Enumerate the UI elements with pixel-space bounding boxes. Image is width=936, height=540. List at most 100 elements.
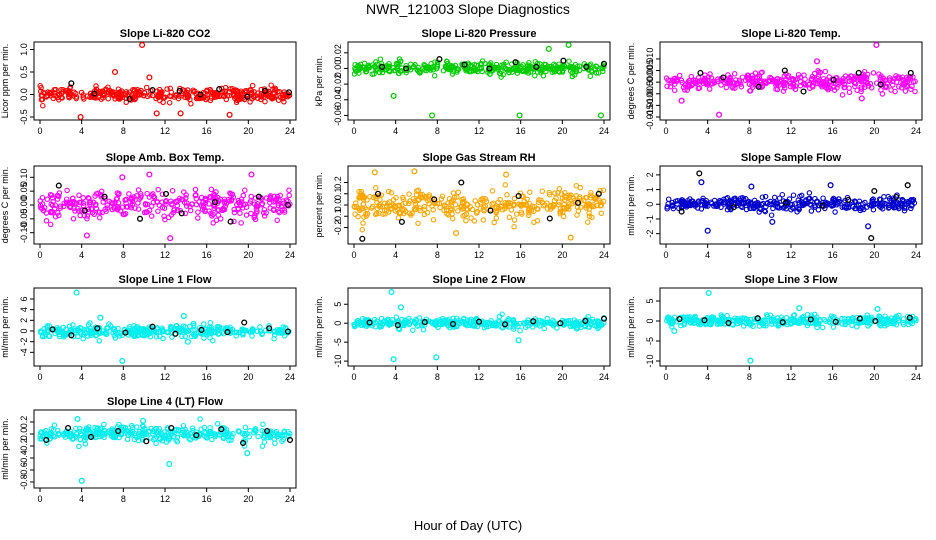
data-point xyxy=(275,202,282,209)
data-point xyxy=(734,315,741,322)
data-point xyxy=(790,80,797,87)
data-point xyxy=(796,305,803,312)
data-point xyxy=(546,215,553,222)
data-point xyxy=(71,205,77,212)
data-point xyxy=(511,217,518,223)
point-cloud xyxy=(351,182,607,233)
y-axis-label: ml/min per min. xyxy=(0,296,10,358)
x-tick-label: 12 xyxy=(160,250,170,260)
data-point xyxy=(116,333,123,339)
data-point xyxy=(388,189,395,196)
data-point xyxy=(215,212,222,218)
data-point xyxy=(439,320,446,326)
data-point xyxy=(200,321,207,327)
data-point xyxy=(841,84,847,91)
data-point xyxy=(530,318,537,325)
y-tick-label: -0.05 xyxy=(19,209,29,230)
chart-panel-4: Slope Amb. Box Temp. degrees C per min. -0… xyxy=(0,152,297,260)
chart-panel-9: Slope Line 3 Flow ml/min per min. -10 -5 0 5 0… xyxy=(626,274,923,382)
data-point xyxy=(592,66,599,73)
data-point xyxy=(44,323,51,329)
data-point xyxy=(455,189,462,196)
data-point xyxy=(811,70,818,77)
data-point xyxy=(814,75,821,82)
x-tick-label: 20 xyxy=(869,372,879,382)
y-tick-label: 0.0 xyxy=(19,428,29,441)
data-point xyxy=(160,434,167,441)
data-point xyxy=(50,95,57,102)
data-point xyxy=(76,192,82,199)
data-point xyxy=(725,319,732,327)
data-point xyxy=(197,416,203,422)
data-point xyxy=(192,192,199,199)
data-point xyxy=(478,61,485,67)
x-tick-label: 4 xyxy=(79,250,84,260)
data-point xyxy=(228,437,234,443)
data-point xyxy=(54,196,61,202)
data-point xyxy=(573,182,580,189)
series-2 xyxy=(359,179,602,242)
data-point xyxy=(117,94,124,101)
data-point xyxy=(213,217,220,224)
data-point xyxy=(790,312,797,319)
data-point xyxy=(462,212,468,218)
data-point xyxy=(281,207,288,213)
series-2 xyxy=(55,182,291,225)
data-point xyxy=(441,207,447,214)
data-point xyxy=(497,70,504,77)
data-point xyxy=(443,207,450,214)
data-point xyxy=(179,92,185,99)
data-point xyxy=(670,203,676,209)
data-point xyxy=(198,426,204,432)
data-point xyxy=(204,95,211,101)
data-point xyxy=(280,95,286,102)
x-tick-label: 0 xyxy=(663,250,668,260)
data-point xyxy=(522,324,529,330)
y-tick-label: -0.2 xyxy=(333,220,343,236)
data-point xyxy=(231,209,238,216)
x-tick-label: 20 xyxy=(557,250,567,260)
data-point xyxy=(96,209,103,215)
data-point xyxy=(434,61,441,68)
data-point xyxy=(199,206,206,213)
data-point xyxy=(856,315,863,322)
data-point xyxy=(430,217,437,223)
data-point xyxy=(378,192,385,198)
data-point xyxy=(158,430,164,436)
data-point xyxy=(132,205,138,211)
data-point xyxy=(743,206,750,213)
data-point xyxy=(429,64,435,71)
data-point xyxy=(149,92,156,99)
x-tick-label: 0 xyxy=(37,126,42,136)
data-point xyxy=(286,187,292,194)
data-point xyxy=(703,80,709,86)
data-point xyxy=(486,62,492,68)
data-point xyxy=(802,82,809,88)
data-point xyxy=(740,196,747,202)
data-point xyxy=(254,201,261,207)
data-point xyxy=(73,289,80,296)
chart-panel-3: Slope Li-820 Temp. degrees C per min. -0.0… xyxy=(626,28,923,136)
data-point xyxy=(272,86,278,93)
data-point xyxy=(71,89,77,95)
data-point xyxy=(817,69,824,76)
data-point xyxy=(227,328,233,335)
data-point xyxy=(195,215,201,221)
data-point xyxy=(862,199,868,206)
y-axis-label: degrees C per min. xyxy=(0,167,10,244)
data-point xyxy=(421,318,427,324)
data-point xyxy=(500,71,506,78)
data-point xyxy=(86,426,92,433)
data-point xyxy=(595,70,602,76)
data-point xyxy=(179,333,185,340)
data-point xyxy=(384,203,390,209)
data-point xyxy=(539,199,546,206)
data-point xyxy=(236,429,243,435)
series-1 xyxy=(371,168,574,241)
data-point xyxy=(681,322,687,328)
data-point xyxy=(473,67,479,74)
panel-title: Slope Li-820 Temp. xyxy=(741,28,840,40)
data-point xyxy=(461,61,468,68)
y-tick-label: 0 xyxy=(333,321,343,326)
data-point xyxy=(556,199,562,205)
